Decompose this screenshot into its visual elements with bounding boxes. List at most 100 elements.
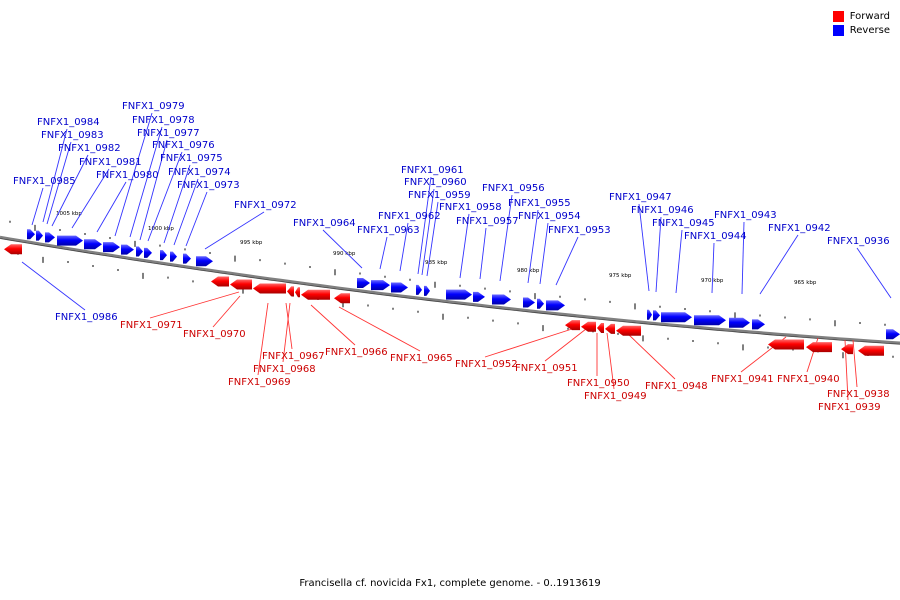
gene-label: FNFX1_0961 — [401, 165, 464, 176]
gene-leader-line — [185, 191, 208, 247]
genome-backbone-shade — [0, 238, 900, 345]
gene-leader-line — [21, 261, 86, 311]
gene-leader-line — [46, 141, 72, 225]
gene-feature — [886, 329, 900, 340]
gene-label: FNFX1_0976 — [152, 140, 215, 151]
gene-leader-line — [310, 304, 356, 346]
gene-leader-line — [204, 211, 265, 250]
gene-label: FNFX1_0971 — [120, 320, 183, 331]
legend: Forward Reverse — [832, 9, 890, 37]
gene-leader-line — [379, 236, 388, 270]
gene-feature — [45, 232, 55, 243]
gene-label: FNFX1_0986 — [55, 312, 118, 323]
gene-feature — [211, 276, 229, 287]
tick-marks — [9, 220, 894, 359]
scale-label: 995 kbp — [240, 240, 263, 246]
gene-label: FNFX1_0938 — [827, 389, 890, 400]
legend-forward: Forward — [832, 9, 890, 23]
gene-leader-line — [555, 236, 579, 286]
gene-label: FNFX1_0947 — [609, 192, 672, 203]
gene-leader-line — [544, 328, 587, 362]
gene-leader-line — [655, 216, 662, 293]
gene-label: FNFX1_0972 — [234, 200, 297, 211]
gene-leader-line — [741, 221, 745, 295]
gene-label: FNFX1_0954 — [518, 211, 581, 222]
gene-label: FNFX1_0966 — [325, 347, 388, 358]
scale-label: 965 kbp — [794, 280, 817, 286]
gene-feature — [446, 289, 472, 300]
gene-label: FNFX1_0981 — [79, 157, 142, 168]
gene-leader-line — [51, 154, 89, 227]
gene-leader-line — [129, 126, 163, 238]
genome-caption: Francisella cf. novicida Fx1, complete g… — [299, 578, 601, 589]
gene-label: FNFX1_0962 — [378, 211, 441, 222]
gene-feature — [597, 322, 604, 333]
gene-label: FNFX1_0960 — [404, 177, 467, 188]
gene-label: FNFX1_0953 — [548, 225, 611, 236]
gene-feature — [170, 251, 177, 262]
gene-feature — [36, 230, 43, 241]
gene-feature — [729, 317, 750, 328]
gene-label: FNFX1_0951 — [515, 363, 578, 374]
gene-label: FNFX1_0946 — [631, 205, 694, 216]
gene-feature — [27, 229, 35, 240]
gene-feature — [391, 282, 408, 293]
gene-feature — [357, 277, 370, 288]
gene-feature — [605, 323, 615, 334]
gene-feature — [287, 286, 294, 297]
gene-label: FNFX1_0949 — [584, 391, 647, 402]
gene-label: FNFX1_0955 — [508, 198, 571, 209]
scale-label: 990 kbp — [333, 251, 356, 257]
gene-feature — [694, 315, 726, 326]
gene-leader-line — [417, 176, 432, 275]
gene-label: FNFX1_0970 — [183, 329, 246, 340]
gene-leader-line — [147, 151, 183, 242]
reverse-swatch — [832, 24, 844, 36]
gene-feature — [841, 344, 853, 355]
gene-leader-line — [285, 302, 293, 350]
gene-leader-line — [257, 302, 269, 376]
gene-leader-line — [282, 302, 291, 363]
gene-feature — [565, 320, 580, 331]
gene-leader-line — [71, 168, 110, 229]
gene-leader-line — [212, 295, 241, 328]
gene-feature — [136, 246, 143, 257]
gene-feature — [416, 284, 422, 295]
gene-feature — [121, 244, 134, 255]
scale-label: 1005 kbp — [56, 211, 82, 217]
gene-label: FNFX1_0956 — [482, 183, 545, 194]
gene-leader-line — [675, 229, 683, 294]
gene-label: FNFX1_0939 — [818, 402, 881, 413]
gene-label: FNFX1_0945 — [652, 218, 715, 229]
gene-feature — [473, 291, 485, 302]
gene-feature — [492, 294, 511, 305]
legend-reverse: Reverse — [832, 23, 890, 37]
gene-feature — [334, 293, 350, 304]
gene-leader-line — [31, 187, 44, 226]
gene-label: FNFX1_0967 — [262, 351, 325, 362]
gene-leader-line — [42, 128, 68, 223]
gene-label: FNFX1_0958 — [439, 202, 502, 213]
gene-feature — [57, 235, 83, 246]
gene-feature — [144, 247, 152, 258]
gene-leader-line — [149, 291, 240, 319]
gene-feature — [523, 297, 535, 308]
gene-leader-line — [759, 234, 799, 295]
gene-label: FNFX1_0943 — [714, 210, 777, 221]
legend-forward-label: Forward — [849, 10, 890, 22]
gene-label: FNFX1_0959 — [408, 190, 471, 201]
gene-label: FNFX1_0977 — [137, 128, 200, 139]
gene-feature — [653, 310, 660, 321]
gene-label: FNFX1_0973 — [177, 180, 240, 191]
gene-feature — [424, 285, 430, 296]
gene-feature — [581, 321, 596, 332]
gene-leader-line — [426, 201, 439, 277]
gene-label: FNFX1_0948 — [645, 381, 708, 392]
gene-label: FNFX1_0952 — [455, 359, 518, 370]
gene-leader-line — [479, 227, 487, 280]
gene-label: FNFX1_0940 — [777, 374, 840, 385]
gene-feature — [371, 280, 390, 291]
gene-leader-line — [856, 247, 892, 299]
scale-label: 985 kbp — [425, 260, 448, 266]
gene-leader-line — [606, 332, 615, 390]
